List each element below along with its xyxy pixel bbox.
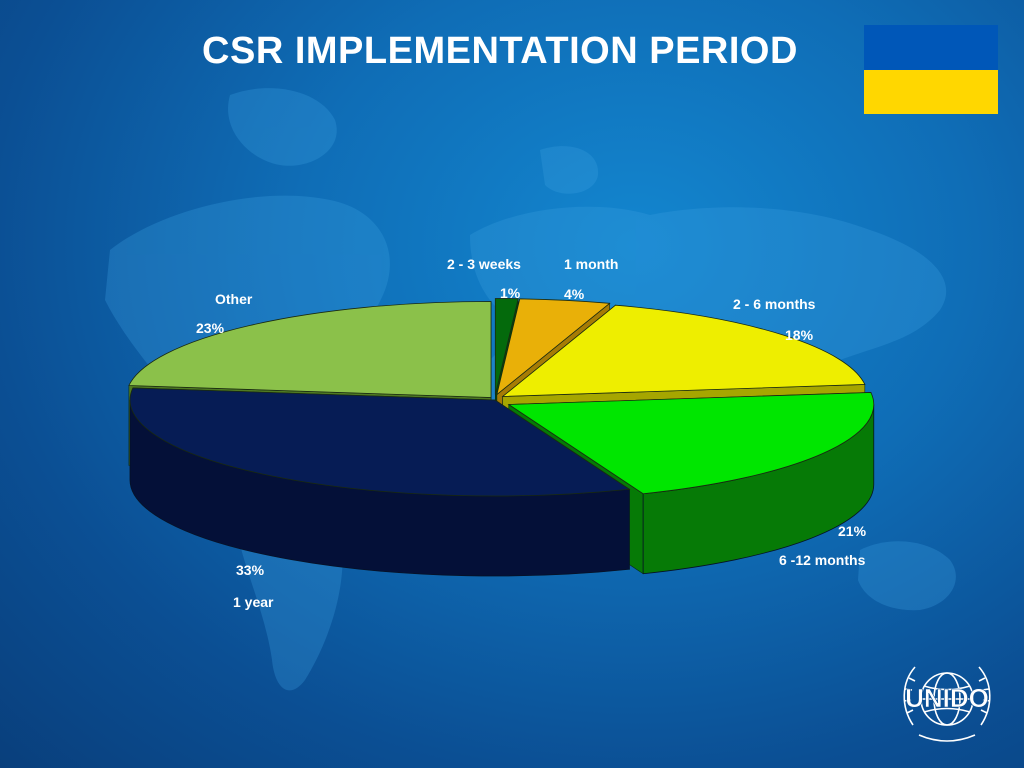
ukraine-flag-icon — [864, 25, 998, 114]
label-value-2-6-months: 18% — [785, 327, 814, 343]
pie-slice-1-year — [129, 387, 631, 577]
label-value-2-3-weeks: 1% — [500, 285, 521, 301]
label-value-other: 23% — [196, 320, 225, 336]
pie-slice-top — [129, 387, 631, 497]
label-value-6-12-months: 21% — [838, 523, 867, 539]
unido-logo: UNIDO — [903, 666, 991, 742]
label-value-1-month: 4% — [564, 286, 585, 302]
pie-slice-top — [507, 392, 875, 495]
pie-slice-top — [501, 304, 866, 397]
unido-logo-text: UNIDO — [905, 683, 989, 713]
flag-blue-stripe — [864, 25, 998, 70]
label-name-1-month: 1 month — [564, 256, 619, 272]
label-name-6-12-months: 6 -12 months — [779, 552, 866, 568]
label-value-1-year: 33% — [236, 562, 265, 578]
label-name-1-year: 1 year — [233, 594, 274, 610]
pie-slice-top — [494, 298, 519, 395]
page-title: CSR IMPLEMENTATION PERIOD — [202, 30, 798, 72]
pie-slice-top — [128, 301, 492, 398]
label-name-2-3-weeks: 2 - 3 weeks — [447, 256, 521, 272]
label-name-other: Other — [215, 291, 253, 307]
pie-slice-top — [496, 298, 611, 396]
label-name-2-6-months: 2 - 6 months — [733, 296, 816, 312]
flag-yellow-stripe — [864, 69, 998, 114]
